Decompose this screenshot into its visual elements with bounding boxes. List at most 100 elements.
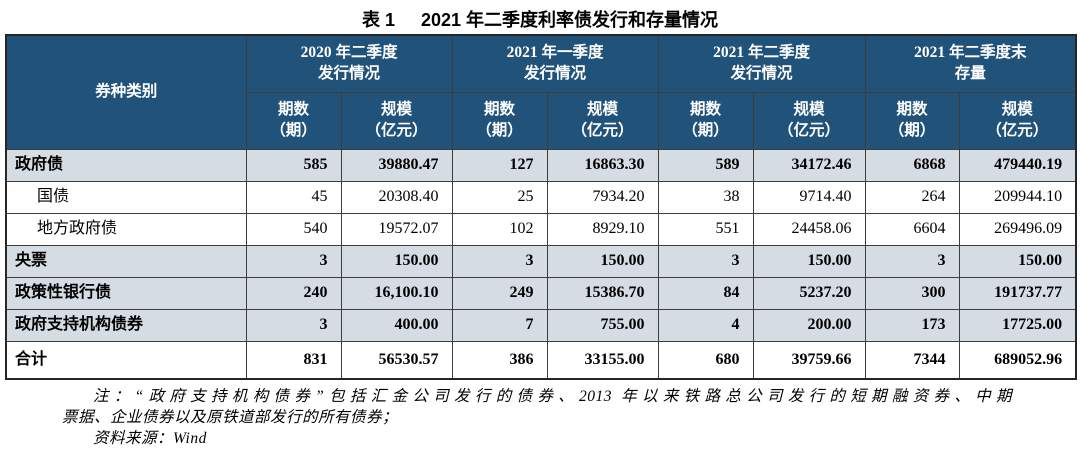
value-cell: 150.00	[340, 244, 453, 278]
table-number: 表 1	[361, 10, 395, 30]
subheader-scale-3: 规模 （亿元）	[752, 91, 866, 150]
col-group-2021q1-issuance: 2021 年一季度 发行情况	[451, 34, 659, 93]
row-label: 政府债	[5, 148, 247, 182]
value-cell: 400.00	[340, 308, 453, 342]
value-cell: 84	[657, 276, 754, 310]
value-cell: 755.00	[546, 308, 659, 342]
row-label: 地方政府债	[5, 212, 247, 246]
note-line-2: 票据、企业债券以及原铁道部发行的所有债券；	[62, 409, 399, 426]
value-cell: 551	[657, 212, 754, 246]
col-group-2020q2-issuance: 2020 年二季度 发行情况	[245, 34, 453, 93]
note-line-1: 注：“政府支持机构债券”包括汇金公司发行的债券、2013 年以来铁路总公司发行的…	[93, 388, 1012, 405]
col-group-line1: 2021 年二季度末	[914, 43, 1027, 61]
table-row: 政府债 585 39880.47 127 16863.30 589 34172.46 6868…	[5, 148, 1077, 182]
header-sub-row: 期数 （期） 规模 （亿元） 期数 （期） 规模 （亿元） 期数 （期） 规模 …	[6, 91, 1077, 150]
value-cell: 249	[451, 276, 548, 310]
rate-bond-table: 券种类别 2020 年二季度 发行情况 2021 年一季度 发行情况 2021 …	[5, 34, 1078, 380]
value-cell: 8929.10	[546, 212, 659, 246]
subheader-count-1: 期数 （期）	[245, 91, 342, 150]
value-cell: 540	[245, 212, 342, 246]
row-label: 国债	[5, 180, 247, 214]
value-cell: 3	[451, 244, 548, 278]
col-group-line2: 发行情况	[318, 64, 381, 82]
value-cell: 173	[864, 308, 960, 342]
value-cell: 16863.30	[546, 148, 659, 182]
col-group-line1: 2020 年二季度	[300, 43, 398, 61]
col-group-2021q2-stock: 2021 年二季度末 存量	[864, 34, 1077, 93]
value-cell: 3	[245, 244, 342, 278]
value-cell: 39759.66	[752, 340, 866, 380]
subheader-scale-1: 规模 （亿元）	[340, 91, 453, 150]
value-cell: 7	[451, 308, 548, 342]
col-group-line2: 发行情况	[730, 64, 793, 82]
value-cell: 34172.46	[752, 148, 866, 182]
col-group-2021q2-issuance: 2021 年二季度 发行情况	[657, 34, 866, 93]
note-line-3: 资料来源：Wind	[93, 430, 207, 447]
subheader-count-2: 期数 （期）	[451, 91, 548, 150]
value-cell: 150.00	[752, 244, 866, 278]
value-cell: 9714.40	[752, 180, 866, 214]
subheader-count-4: 期数 （期）	[864, 91, 960, 150]
table-row: 合计 831 56530.57 386 33155.00 680 39759.66 7344 6…	[5, 340, 1077, 380]
value-cell: 200.00	[752, 308, 866, 342]
value-cell: 16,100.10	[340, 276, 453, 310]
table-row: 央票 3 150.00 3 150.00 3 150.00 3 150.00	[5, 244, 1077, 278]
row-label: 政府支持机构债券	[5, 308, 247, 342]
value-cell: 680	[657, 340, 754, 380]
value-cell: 15386.70	[546, 276, 659, 310]
value-cell: 6868	[864, 148, 960, 182]
page-title: 表 1 2021 年二季度利率债发行和存量情况	[0, 0, 1080, 34]
value-cell: 4	[657, 308, 754, 342]
col-group-line1: 2021 年一季度	[506, 43, 604, 61]
table-row: 地方政府债 540 19572.07 102 8929.10 551 24458.06 660…	[5, 212, 1077, 246]
value-cell: 831	[245, 340, 342, 380]
col-group-line1: 2021 年二季度	[713, 43, 810, 61]
value-cell: 240	[245, 276, 342, 310]
value-cell: 7344	[864, 340, 960, 380]
row-label: 央票	[5, 244, 247, 278]
value-cell: 45	[245, 180, 342, 214]
table-title-text: 2021 年二季度利率债发行和存量情况	[420, 10, 719, 30]
value-cell: 3	[657, 244, 754, 278]
subheader-scale-4: 规模 （亿元）	[958, 91, 1077, 150]
table-header: 券种类别 2020 年二季度 发行情况 2021 年一季度 发行情况 2021 …	[5, 34, 1077, 150]
value-cell: 7934.20	[546, 180, 659, 214]
subheader-scale-2: 规模 （亿元）	[546, 91, 659, 150]
value-cell: 25	[451, 180, 548, 214]
value-cell: 102	[451, 212, 548, 246]
value-cell: 150.00	[958, 244, 1077, 278]
table-notes: 注：“政府支持机构债券”包括汇金公司发行的债券、2013 年以来铁路总公司发行的…	[62, 386, 1012, 449]
value-cell: 6604	[864, 212, 960, 246]
value-cell: 39880.47	[340, 148, 453, 182]
value-cell: 127	[451, 148, 548, 182]
table-row: 国债 45 20308.40 25 7934.20 38 9714.40 264 209944.…	[5, 180, 1077, 214]
value-cell: 191737.77	[958, 276, 1077, 310]
value-cell: 269496.09	[958, 212, 1077, 246]
value-cell: 24458.06	[752, 212, 866, 246]
subheader-count-3: 期数 （期）	[657, 91, 754, 150]
col-group-line2: 存量	[954, 64, 986, 82]
col-group-line2: 发行情况	[524, 64, 587, 82]
value-cell: 150.00	[546, 244, 659, 278]
value-cell: 3	[864, 244, 960, 278]
column-header-bond-type: 券种类别	[5, 34, 247, 150]
value-cell: 386	[451, 340, 548, 380]
header-group-row: 券种类别 2020 年二季度 发行情况 2021 年一季度 发行情况 2021 …	[5, 34, 1077, 150]
value-cell: 5237.20	[752, 276, 866, 310]
row-label: 政策性银行债	[5, 276, 247, 310]
value-cell: 56530.57	[340, 340, 453, 380]
table-body: 政府债 585 39880.47 127 16863.30 589 34172.46 6868…	[5, 148, 1077, 380]
value-cell: 585	[245, 148, 342, 182]
value-cell: 209944.10	[958, 180, 1077, 214]
value-cell: 300	[864, 276, 960, 310]
value-cell: 479440.19	[958, 148, 1077, 182]
value-cell: 20308.40	[340, 180, 453, 214]
value-cell: 3	[245, 308, 342, 342]
value-cell: 264	[864, 180, 960, 214]
value-cell: 589	[657, 148, 754, 182]
table-row: 政策性银行债 240 16,100.10 249 15386.70 84 5237.20 30…	[5, 276, 1077, 310]
value-cell: 689052.96	[958, 340, 1077, 380]
row-label: 合计	[5, 340, 247, 380]
value-cell: 38	[657, 180, 754, 214]
value-cell: 33155.00	[546, 340, 659, 380]
